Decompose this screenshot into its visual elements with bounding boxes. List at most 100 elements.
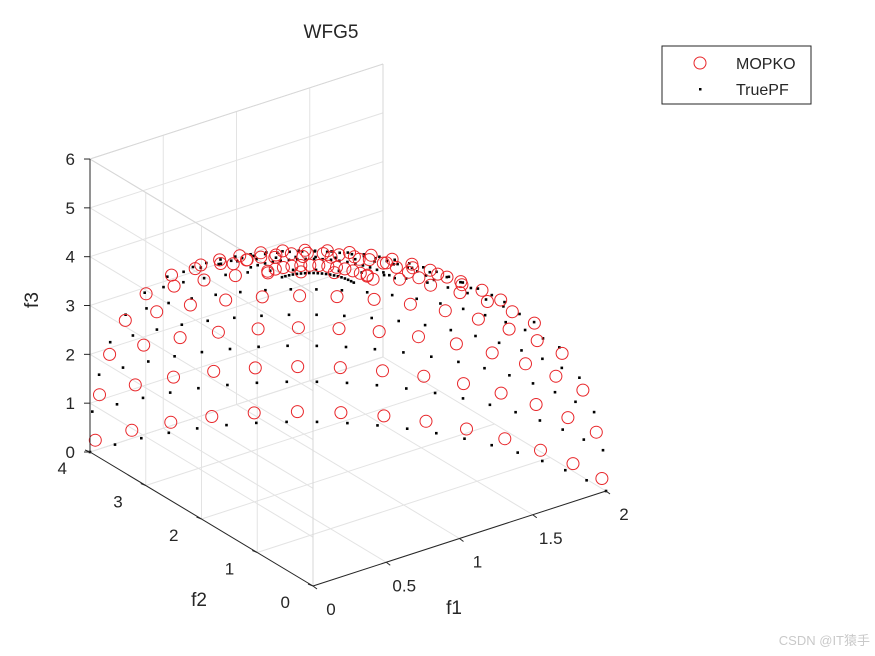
mopko-point (324, 250, 338, 264)
truepf-point (225, 423, 228, 427)
truepf-point (315, 288, 318, 291)
back-wall-grid-line (89, 112, 384, 209)
truepf-point (390, 293, 394, 297)
truepf-point (365, 291, 369, 294)
mopko-point (555, 346, 569, 360)
truepf-point (405, 387, 408, 390)
mopko-point (530, 334, 544, 348)
mopko-point (268, 250, 282, 264)
truepf-point (582, 438, 586, 441)
truepf-point (197, 386, 200, 390)
mopko-point (379, 256, 393, 270)
truepf-point (182, 270, 185, 274)
back-wall-grid-line (89, 256, 314, 392)
truepf-point (274, 256, 278, 259)
mopko-point (393, 272, 407, 286)
truepf-point (143, 291, 146, 294)
mopko-point (207, 364, 221, 378)
mopko-point (88, 433, 102, 447)
mopko-point (332, 248, 346, 262)
truepf-point (508, 374, 511, 377)
truepf-point (280, 275, 284, 279)
truepf-point (430, 355, 433, 358)
truepf-point (214, 293, 217, 297)
mopko-point (534, 443, 547, 457)
truepf-point (166, 275, 169, 278)
mopko-point (332, 322, 346, 336)
mopko-point (291, 321, 305, 335)
mopko-point (150, 305, 164, 319)
truepf-point (346, 278, 350, 282)
truepf-point (219, 258, 222, 261)
mopko-point (527, 316, 541, 330)
legend-mopko-label: MOPKO (736, 56, 796, 73)
truepf-point (268, 269, 272, 272)
y-axis-label: f2 (191, 590, 207, 611)
y-tick-mark (252, 550, 258, 553)
truepf-point (224, 273, 227, 277)
truepf-point (345, 381, 349, 385)
mopko-point (167, 370, 180, 384)
legend-box (661, 45, 812, 105)
mopko-point (291, 360, 305, 374)
axes-box-front (89, 159, 607, 587)
z-tick-label: 0 (66, 443, 75, 462)
truepf-point (532, 320, 536, 324)
truepf-point (315, 344, 319, 348)
truepf-point (226, 383, 229, 387)
truepf-point (445, 275, 449, 279)
truepf-point (180, 323, 184, 326)
truepf-point (285, 420, 288, 424)
x-tick-label: 0.5 (392, 576, 416, 595)
z-axis-label: f3 (22, 292, 43, 308)
truepf-point (502, 305, 505, 308)
truepf-point (260, 314, 263, 318)
truepf-point (435, 431, 438, 435)
truepf-point (263, 262, 267, 265)
truepf-point (97, 373, 101, 376)
truepf-point (145, 307, 148, 310)
mopko-point (268, 262, 282, 276)
mopko-point (561, 411, 575, 425)
x-axis-label: f1 (446, 598, 462, 619)
truepf-point (191, 265, 195, 269)
mopko-point (417, 369, 431, 383)
mopko-point (449, 337, 463, 351)
truepf-point (121, 366, 125, 369)
mopko-point (312, 259, 326, 272)
mopko-point (457, 377, 470, 391)
truepf-point (162, 285, 165, 289)
mopko-point (211, 325, 225, 339)
mopko-point (440, 270, 454, 284)
truepf-point (504, 320, 507, 324)
truepf-point (373, 347, 377, 351)
truepf-point (466, 291, 469, 295)
mopko-point (316, 247, 330, 261)
mopko-point (183, 298, 197, 312)
mopko-point (364, 248, 378, 262)
truepf-point (362, 253, 366, 256)
truepf-point (349, 279, 353, 283)
mopko-point (248, 361, 262, 375)
watermark: CSDN @IT猿手 (779, 633, 870, 648)
mopko-point (505, 305, 519, 319)
truepf-point (328, 273, 332, 276)
mopko-point (254, 250, 268, 264)
truepf-point (376, 424, 379, 427)
mopko-point (188, 262, 202, 276)
truepf-point (325, 250, 329, 254)
truepf-point (168, 391, 172, 394)
truepf-point (284, 274, 287, 278)
floor-grid-line (201, 423, 495, 520)
truepf-point (263, 252, 267, 256)
truepf-point (246, 271, 249, 274)
truepf-point (564, 468, 567, 472)
truepf-point (404, 277, 408, 280)
truepf-point (255, 381, 259, 385)
truepf-point (336, 275, 340, 278)
back-wall-grid-line (89, 305, 314, 440)
mopko-point (419, 414, 433, 428)
truepf-series (88, 249, 608, 493)
truepf-point (469, 286, 473, 290)
truepf-point (315, 420, 319, 424)
